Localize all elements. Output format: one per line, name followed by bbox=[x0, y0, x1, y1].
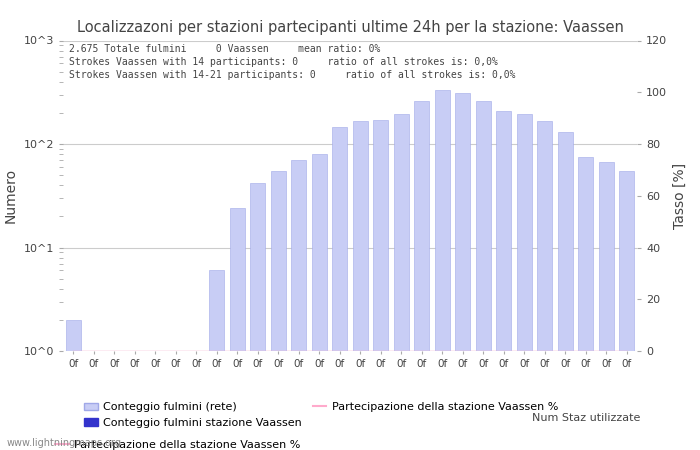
Bar bbox=[86, 351, 101, 450]
Bar bbox=[312, 154, 327, 450]
Bar bbox=[455, 93, 470, 450]
Bar bbox=[230, 208, 245, 450]
Bar bbox=[271, 171, 286, 450]
Bar bbox=[496, 111, 512, 450]
Bar bbox=[373, 120, 389, 450]
Bar bbox=[393, 114, 409, 450]
Text: 2.675 Totale fulmini     0 Vaassen     mean ratio: 0%
Strokes Vaassen with 14 pa: 2.675 Totale fulmini 0 Vaassen mean rati… bbox=[69, 44, 515, 80]
Bar bbox=[148, 351, 163, 450]
Bar bbox=[475, 101, 491, 450]
Y-axis label: Tasso [%]: Tasso [%] bbox=[673, 163, 687, 229]
Bar bbox=[619, 171, 634, 450]
Bar bbox=[517, 114, 532, 450]
Bar bbox=[250, 183, 265, 450]
Bar bbox=[106, 351, 122, 450]
Bar bbox=[578, 157, 594, 450]
Bar bbox=[353, 122, 368, 450]
Bar bbox=[537, 122, 552, 450]
Bar bbox=[332, 127, 347, 450]
Bar bbox=[598, 162, 614, 450]
Bar bbox=[291, 160, 307, 450]
Y-axis label: Numero: Numero bbox=[4, 168, 18, 223]
Bar bbox=[435, 90, 450, 450]
Bar bbox=[127, 351, 142, 450]
Bar bbox=[209, 270, 225, 450]
Bar bbox=[188, 351, 204, 450]
Bar bbox=[168, 351, 183, 450]
Text: www.lightningmaps.org: www.lightningmaps.org bbox=[7, 437, 122, 447]
Bar bbox=[414, 101, 429, 450]
Bar bbox=[66, 320, 81, 450]
Bar bbox=[558, 132, 573, 450]
Title: Localizzazoni per stazioni partecipanti ultime 24h per la stazione: Vaassen: Localizzazoni per stazioni partecipanti … bbox=[76, 20, 624, 35]
Legend: Partecipazione della stazione Vaassen %: Partecipazione della stazione Vaassen % bbox=[50, 435, 305, 450]
Text: Num Staz utilizzate: Num Staz utilizzate bbox=[532, 413, 640, 423]
